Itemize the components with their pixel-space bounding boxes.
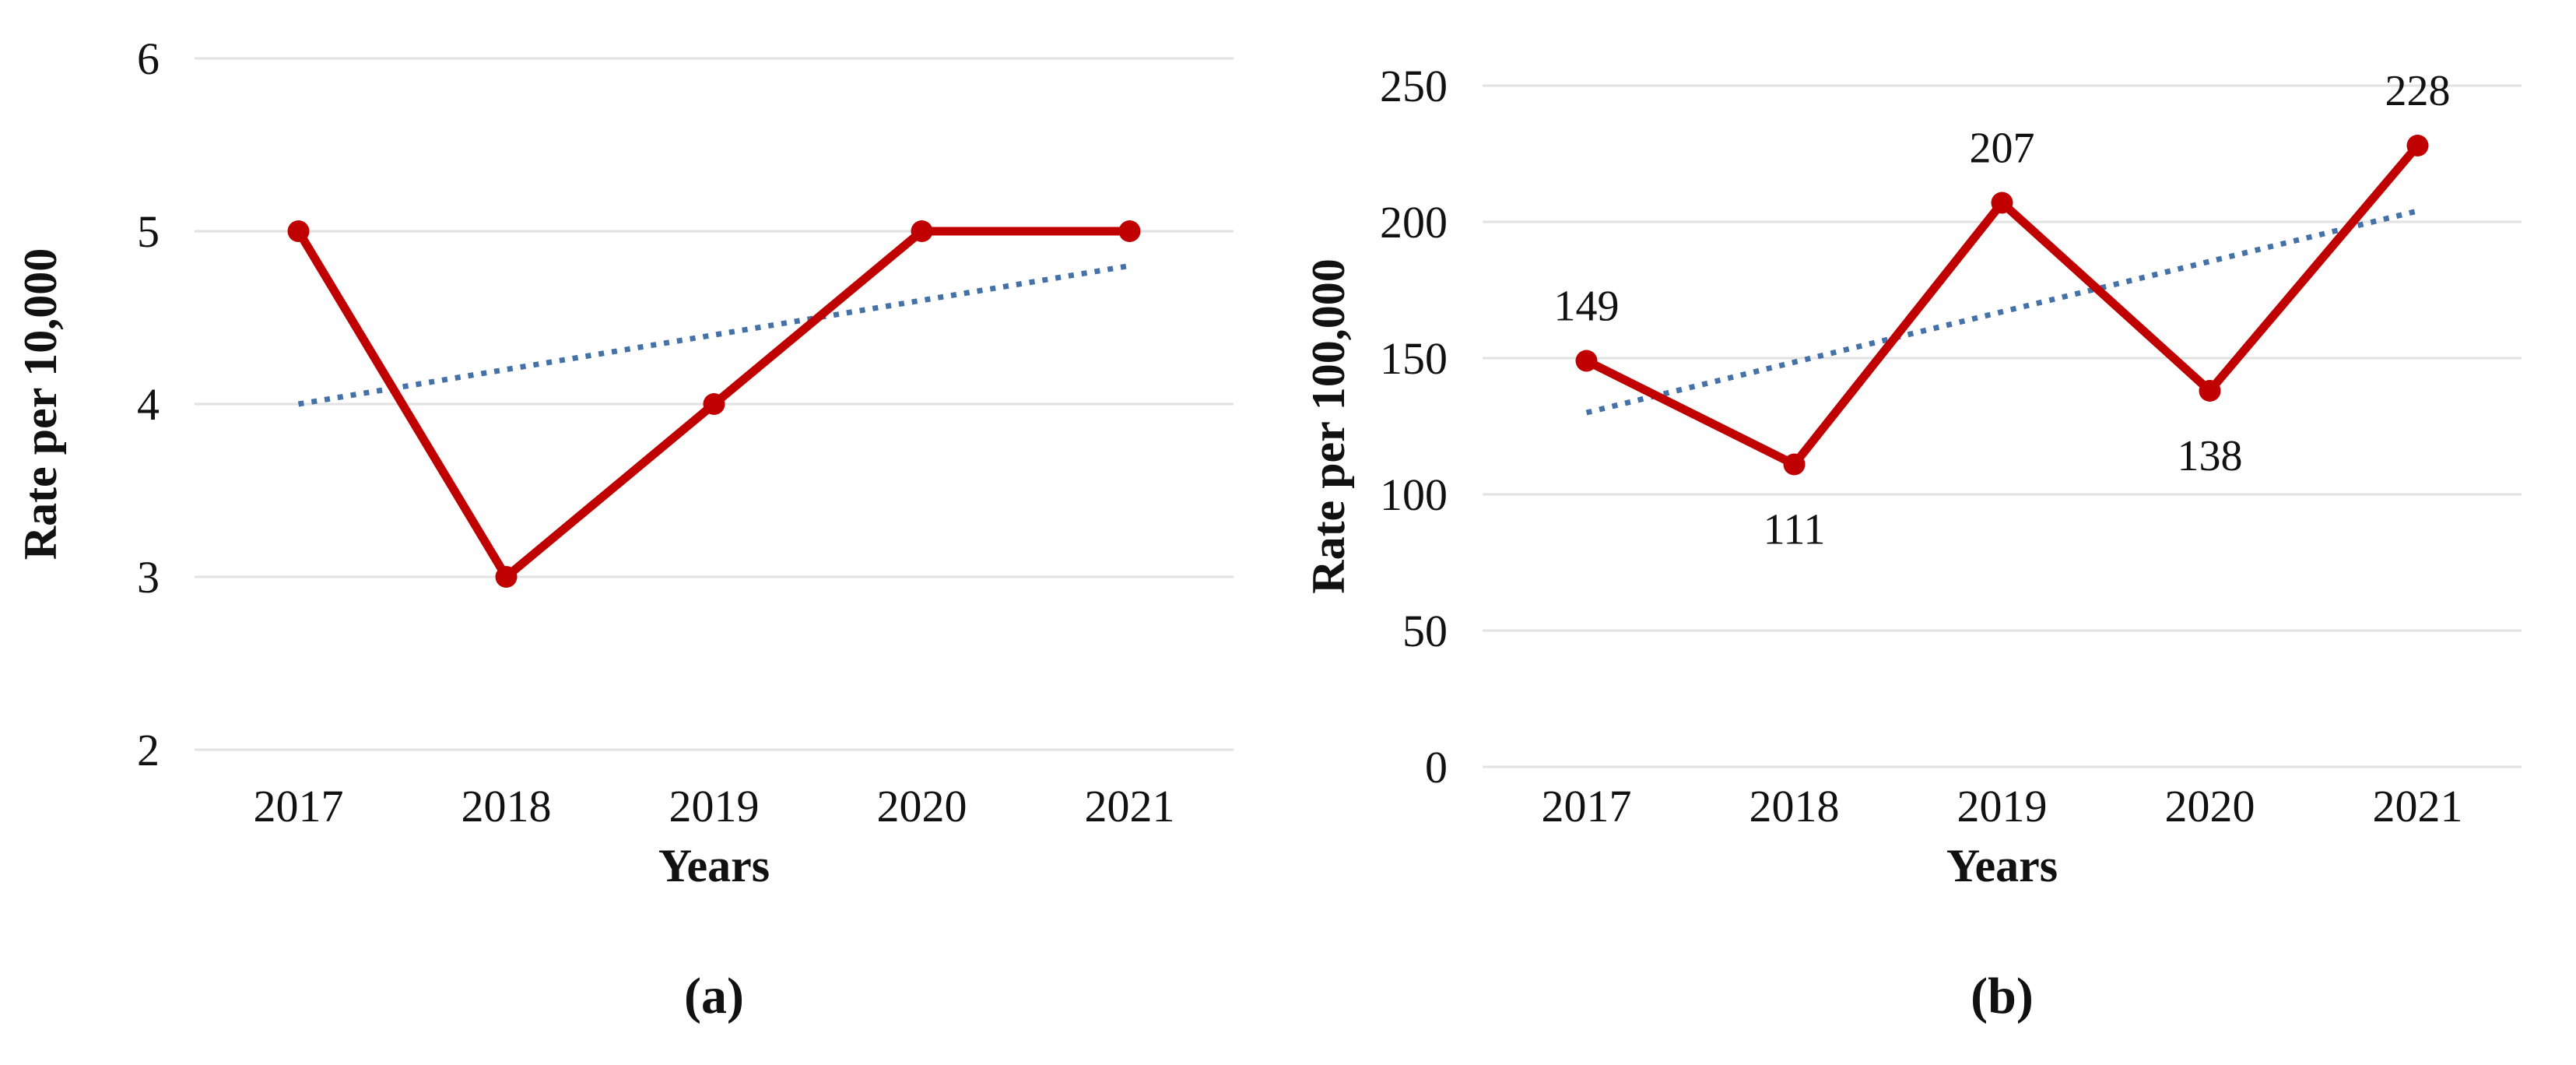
x-tick-label: 2019 xyxy=(669,781,760,831)
y-tick-label: 0 xyxy=(1425,742,1448,793)
x-axis-title: Years xyxy=(1946,840,2058,891)
data-point-marker xyxy=(911,220,933,242)
data-label: 149 xyxy=(1554,283,1620,331)
x-axis-title: Years xyxy=(658,840,770,891)
data-point-marker xyxy=(1991,192,2013,214)
y-tick-label: 2 xyxy=(137,725,160,775)
y-tick-label: 250 xyxy=(1380,61,1448,111)
panel-a-caption: (a) xyxy=(684,968,744,1025)
y-axis-title: Rate per 10,000 xyxy=(15,248,66,561)
line-chart-b: 0 50 100 150 200 250 Rate per 100,000 2017 2018 2… xyxy=(1303,61,2522,891)
y-axis-title: Rate per 100,000 xyxy=(1303,258,1354,594)
data-point-marker xyxy=(703,393,725,415)
data-label: 228 xyxy=(2385,67,2451,115)
line-chart-a: 2 3 4 5 6 Rate per 10,000 2017 2018 2019 2020 2021… xyxy=(15,33,1234,891)
data-label: 111 xyxy=(1764,506,1826,554)
chart-panel-a: 2 3 4 5 6 Rate per 10,000 2017 2018 2019 2020 2021… xyxy=(15,33,1234,1025)
x-tick-label: 2020 xyxy=(877,781,967,831)
x-tick-label: 2019 xyxy=(1957,781,2048,831)
y-tick-label: 150 xyxy=(1380,333,1448,384)
x-tick-label: 2021 xyxy=(2373,781,2463,831)
x-tick-label: 2018 xyxy=(462,781,552,831)
data-point-marker xyxy=(2199,380,2221,402)
data-point-marker xyxy=(1575,350,1598,372)
data-point-marker xyxy=(2406,135,2429,156)
y-tick-label: 5 xyxy=(137,206,160,257)
x-tick-label: 2020 xyxy=(2165,781,2255,831)
x-tick-label: 2018 xyxy=(1750,781,1840,831)
y-tick-label: 50 xyxy=(1402,606,1448,656)
x-tick-label: 2017 xyxy=(254,781,344,831)
y-tick-label: 6 xyxy=(137,33,160,84)
data-label: 138 xyxy=(2178,432,2243,480)
y-tick-label: 200 xyxy=(1380,197,1448,248)
data-point-marker xyxy=(495,566,518,588)
y-tick-label: 3 xyxy=(137,552,160,603)
x-tick-label: 2021 xyxy=(1085,781,1175,831)
chart-panel-b: 0 50 100 150 200 250 Rate per 100,000 2017 2018 2… xyxy=(1288,0,2576,1065)
y-tick-label: 4 xyxy=(137,379,160,430)
x-tick-label: 2017 xyxy=(1542,781,1632,831)
trendline xyxy=(297,262,1131,407)
data-point-marker xyxy=(287,220,310,242)
data-point-marker xyxy=(1783,453,1806,476)
y-tick-label: 100 xyxy=(1380,469,1448,520)
trendline xyxy=(1585,208,2419,416)
data-label: 207 xyxy=(1970,125,2035,173)
panel-b-caption: (b) xyxy=(1971,968,2034,1025)
data-point-marker xyxy=(1118,220,1141,242)
